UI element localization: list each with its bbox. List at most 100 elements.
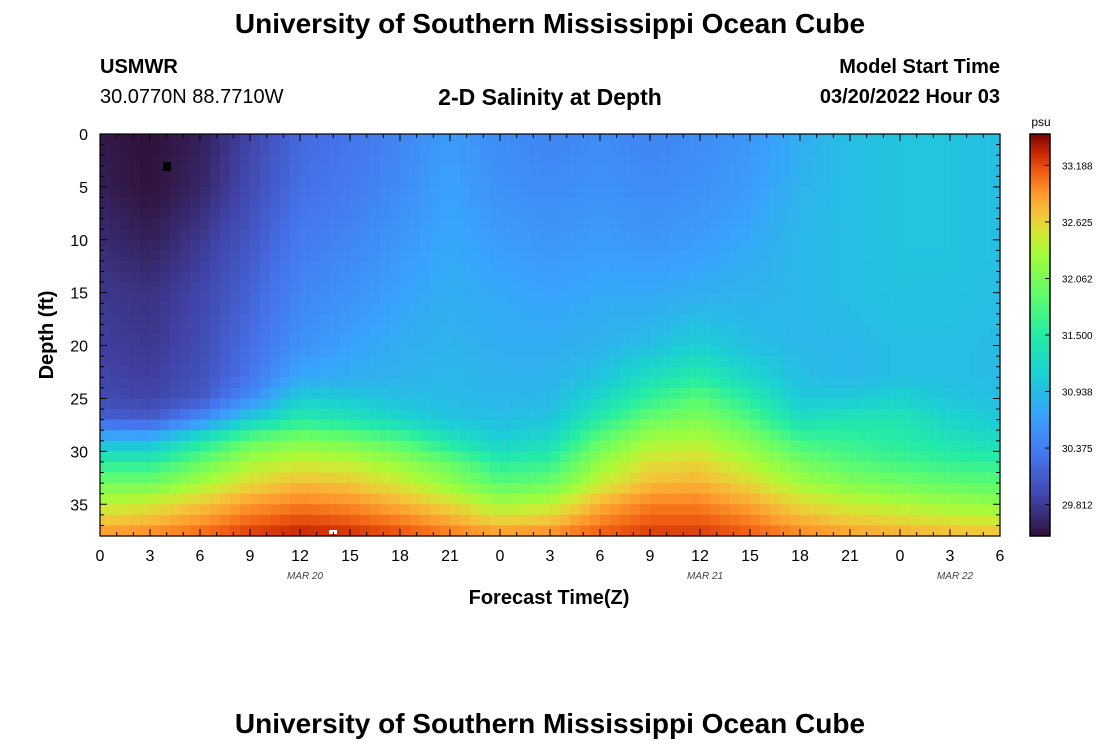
heatmap-cell <box>160 377 171 389</box>
heatmap-cell <box>830 260 841 273</box>
heatmap-cell <box>940 504 951 516</box>
heatmap-cell <box>250 345 261 357</box>
heatmap-cell <box>110 176 121 188</box>
heatmap-cell <box>760 504 771 516</box>
heatmap-cell <box>520 451 531 463</box>
heatmap-cell <box>570 218 581 230</box>
heatmap-cell <box>560 345 571 357</box>
heatmap-cell <box>620 525 631 537</box>
heatmap-cell <box>440 313 451 326</box>
heatmap-cell <box>560 440 571 452</box>
heatmap-cell <box>780 514 791 527</box>
heatmap-cell <box>140 493 151 505</box>
heatmap-cell <box>700 451 711 463</box>
heatmap-cell <box>650 313 661 326</box>
heatmap-cell <box>520 430 531 442</box>
heatmap-cell <box>990 387 1001 400</box>
heatmap-cell <box>610 197 621 209</box>
heatmap-cell <box>930 483 941 495</box>
heatmap-cell <box>530 134 541 146</box>
heatmap-cell <box>460 345 471 357</box>
heatmap-cell <box>150 440 161 452</box>
heatmap-cell <box>570 483 581 495</box>
heatmap-cell <box>920 197 931 209</box>
heatmap-cell <box>140 282 151 294</box>
heatmap-cell <box>400 356 411 368</box>
heatmap-cell <box>320 176 331 188</box>
heatmap-cell <box>980 271 991 283</box>
heatmap-cell <box>330 419 341 431</box>
heatmap-cell <box>540 504 551 516</box>
heatmap-cell <box>520 144 531 156</box>
heatmap-cell <box>690 303 701 315</box>
heatmap-cell <box>850 239 861 251</box>
heatmap-cell <box>260 313 271 326</box>
heatmap-cell <box>830 419 841 431</box>
heatmap-cell <box>140 144 151 156</box>
heatmap-cell <box>350 409 361 421</box>
heatmap-cell <box>650 229 661 241</box>
heatmap-cell <box>760 409 771 421</box>
heatmap-cell <box>890 451 901 463</box>
heatmap-cell <box>790 461 801 474</box>
heatmap-cell <box>480 419 491 431</box>
heatmap-cell <box>790 303 801 315</box>
heatmap-cell <box>480 504 491 516</box>
heatmap-cell <box>560 176 571 188</box>
heatmap-cell <box>410 324 421 336</box>
heatmap-cell <box>740 419 751 431</box>
heatmap-cell <box>520 461 531 474</box>
heatmap-cell <box>980 303 991 315</box>
heatmap-cell <box>780 218 791 230</box>
heatmap-cell <box>910 366 921 378</box>
heatmap-cell <box>860 155 871 167</box>
heatmap-cell <box>420 208 431 220</box>
heatmap-cell <box>260 419 271 431</box>
heatmap-cell <box>320 451 331 463</box>
heatmap-cell <box>620 134 631 146</box>
heatmap-cell <box>560 260 571 273</box>
heatmap-cell <box>910 144 921 156</box>
heatmap-cell <box>180 514 191 527</box>
heatmap-cell <box>710 303 721 315</box>
heatmap-cell <box>740 260 751 273</box>
heatmap-cell <box>160 514 171 527</box>
heatmap-cell <box>840 335 851 347</box>
heatmap-cell <box>800 155 811 167</box>
heatmap-cell <box>220 229 231 241</box>
heatmap-cell <box>390 356 401 368</box>
heatmap-cell <box>850 504 861 516</box>
heatmap-cell <box>170 419 181 431</box>
heatmap-cell <box>990 134 1001 146</box>
heatmap-cell <box>270 451 281 463</box>
heatmap-cell <box>690 504 701 516</box>
heatmap-cell <box>110 504 121 516</box>
heatmap-cell <box>530 197 541 209</box>
heatmap-cell <box>140 419 151 431</box>
heatmap-cell <box>500 387 511 400</box>
heatmap-cell <box>770 134 781 146</box>
heatmap-cell <box>400 440 411 452</box>
heatmap-cell <box>820 239 831 251</box>
y-tick-label: 35 <box>70 497 88 514</box>
heatmap-cell <box>470 324 481 336</box>
heatmap-cell <box>620 155 631 167</box>
heatmap-cell <box>210 398 221 410</box>
heatmap-cell <box>970 208 981 220</box>
heatmap-cell <box>290 345 301 357</box>
heatmap-cell <box>550 461 561 474</box>
heatmap-cell <box>100 218 111 230</box>
heatmap-cell <box>940 144 951 156</box>
heatmap-cell <box>450 377 461 389</box>
heatmap-cell <box>910 176 921 188</box>
heatmap-cell <box>830 144 841 156</box>
heatmap-cell <box>510 218 521 230</box>
heatmap-cell <box>280 250 291 262</box>
heatmap-cell <box>660 387 671 400</box>
heatmap-cell <box>950 504 961 516</box>
heatmap-cell <box>150 430 161 442</box>
heatmap-cell <box>910 345 921 357</box>
heatmap-cell <box>640 313 651 326</box>
heatmap-cell <box>340 451 351 463</box>
heatmap-cell <box>620 250 631 262</box>
